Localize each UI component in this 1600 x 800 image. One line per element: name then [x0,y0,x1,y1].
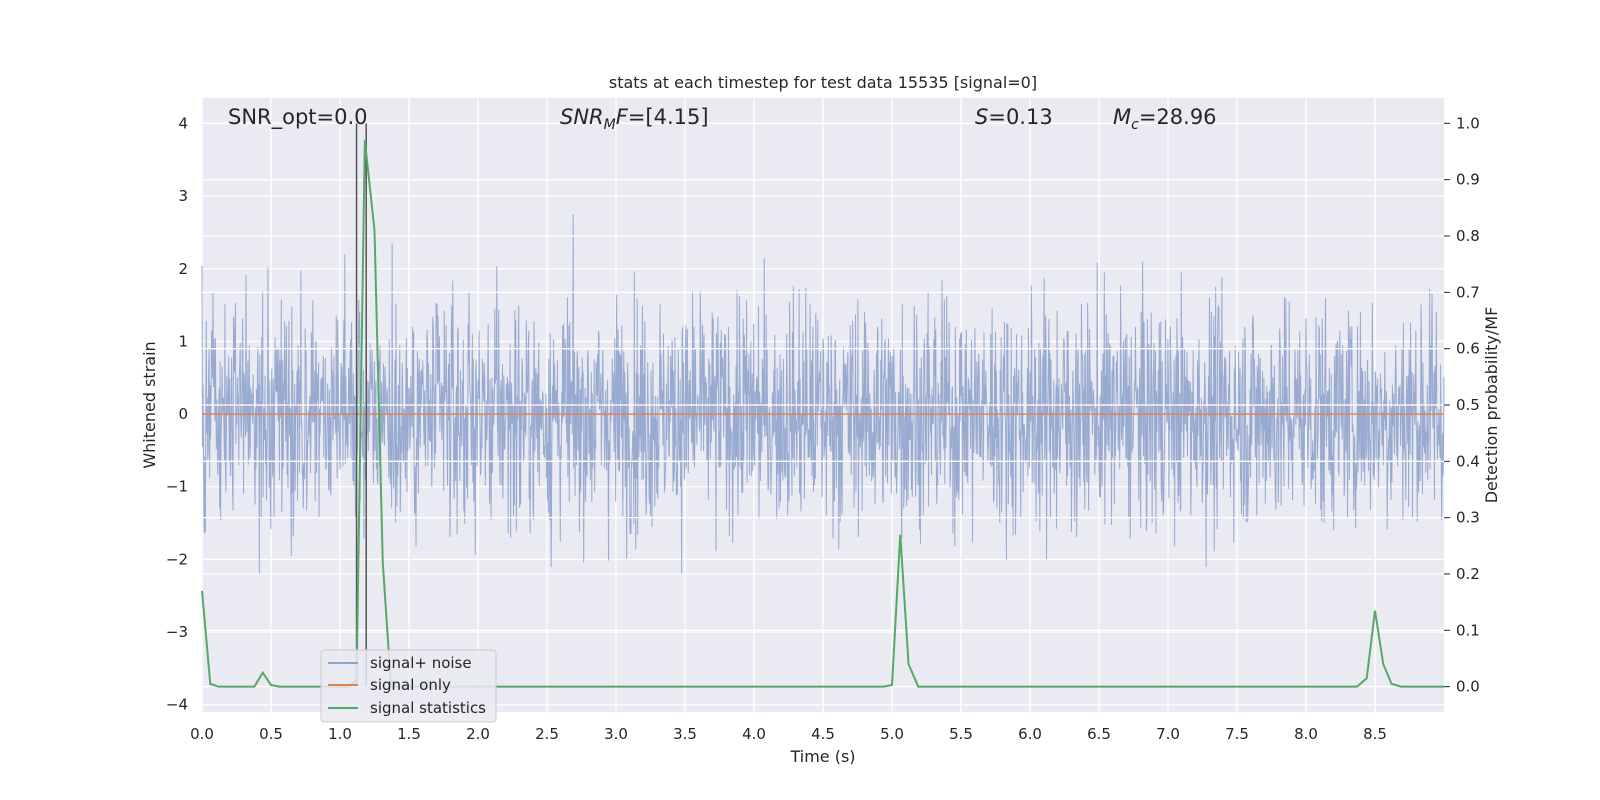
y-tick-label-7: −3 [166,623,188,641]
x-tick-label-10: 5.0 [880,725,904,743]
y2-tick-labels: 1.0 0.9 0.8 0.7 0.6 0.5 0.4 0.3 0.2 0.1 0.0 [1444,114,1480,696]
x-tick-label-5: 2.5 [535,725,559,743]
annotation-s: S=0.13 [975,105,1053,129]
y-tick-label-2: 2 [178,260,188,278]
y2-tick-label-1: 0.9 [1456,171,1480,189]
x-tick-label-13: 6.5 [1087,725,1111,743]
x-tick-label-9: 4.5 [811,725,835,743]
annotation-mc: Mc=28.96 [1113,105,1217,133]
annotations: SNR_opt=0.0 SNRMF=[4.15] S=0.13 Mc=28.96 [228,105,1217,133]
x-tick-label-15: 7.5 [1225,725,1249,743]
annotation-snr-mf: SNRMF=[4.15] [560,105,709,133]
y2-tick-label-10: 0.0 [1456,678,1480,696]
signal-noise-line [201,214,1445,576]
y2-tick-label-4: 0.6 [1456,340,1480,358]
x-tick-label-2: 1.0 [328,725,352,743]
legend-box [320,649,497,723]
x-tick-label-12: 6.0 [1018,725,1042,743]
legend-label-signal-only: signal only [370,676,451,694]
x-axis-label: Time (s) [789,747,855,766]
x-tick-label-11: 5.5 [949,725,973,743]
y2-axis-label: Detection probability/MF [1482,307,1501,504]
x-tick-labels: 0.0 0.5 1.0 1.5 2.0 2.5 3.0 3.5 4.0 4.5 5.0 5.5 6.0 6… [190,725,1387,743]
x-tick-label-3: 1.5 [397,725,421,743]
y2-tick-label-2: 0.8 [1456,227,1480,245]
y2-tick-label-8: 0.2 [1456,565,1480,583]
legend-label-signal-noise: signal+ noise [370,654,472,672]
series-signal-noise [201,214,1445,576]
x-tick-label-1: 0.5 [259,725,283,743]
y-tick-label-8: −4 [166,696,188,714]
x-tick-label-0: 0.0 [190,725,214,743]
legend-label-signal-statistics: signal statistics [370,699,486,717]
x-tick-label-4: 2.0 [466,725,490,743]
y-axis-label: Whitened strain [140,341,159,468]
x-tick-label-17: 8.5 [1363,725,1387,743]
chart-title: stats at each timestep for test data 155… [609,73,1037,92]
y2-tick-label-0: 1.0 [1456,114,1480,132]
x-tick-label-14: 7.0 [1156,725,1180,743]
x-tick-label-6: 3.0 [604,725,628,743]
signal-statistics-line [201,140,1444,688]
y-tick-labels: 4 3 2 1 0 −1 −2 −3 −4 [166,114,188,713]
y2-tick-label-7: 0.3 [1456,509,1480,527]
series-lines [201,123,1444,688]
y2-tick-label-6: 0.4 [1456,452,1480,470]
y2-tick-label-3: 0.7 [1456,283,1480,301]
y-tick-label-4: 0 [178,405,188,423]
x-tick-label-7: 3.5 [673,725,697,743]
y-tick-label-6: −2 [166,550,188,568]
y2-tick-label-9: 0.1 [1456,621,1480,639]
y2-tick-label-5: 0.5 [1456,396,1480,414]
y-tick-label-5: −1 [166,478,188,496]
legend: signal+ noise signal only signal statist… [320,649,497,723]
y-tick-label-1: 3 [178,187,188,205]
annotation-snr-opt: SNR_opt=0.0 [228,105,368,130]
y-tick-label-3: 1 [178,332,188,350]
x-tick-label-8: 4.0 [742,725,766,743]
y-tick-label-0: 4 [178,114,188,132]
x-tick-label-16: 8.0 [1294,725,1318,743]
